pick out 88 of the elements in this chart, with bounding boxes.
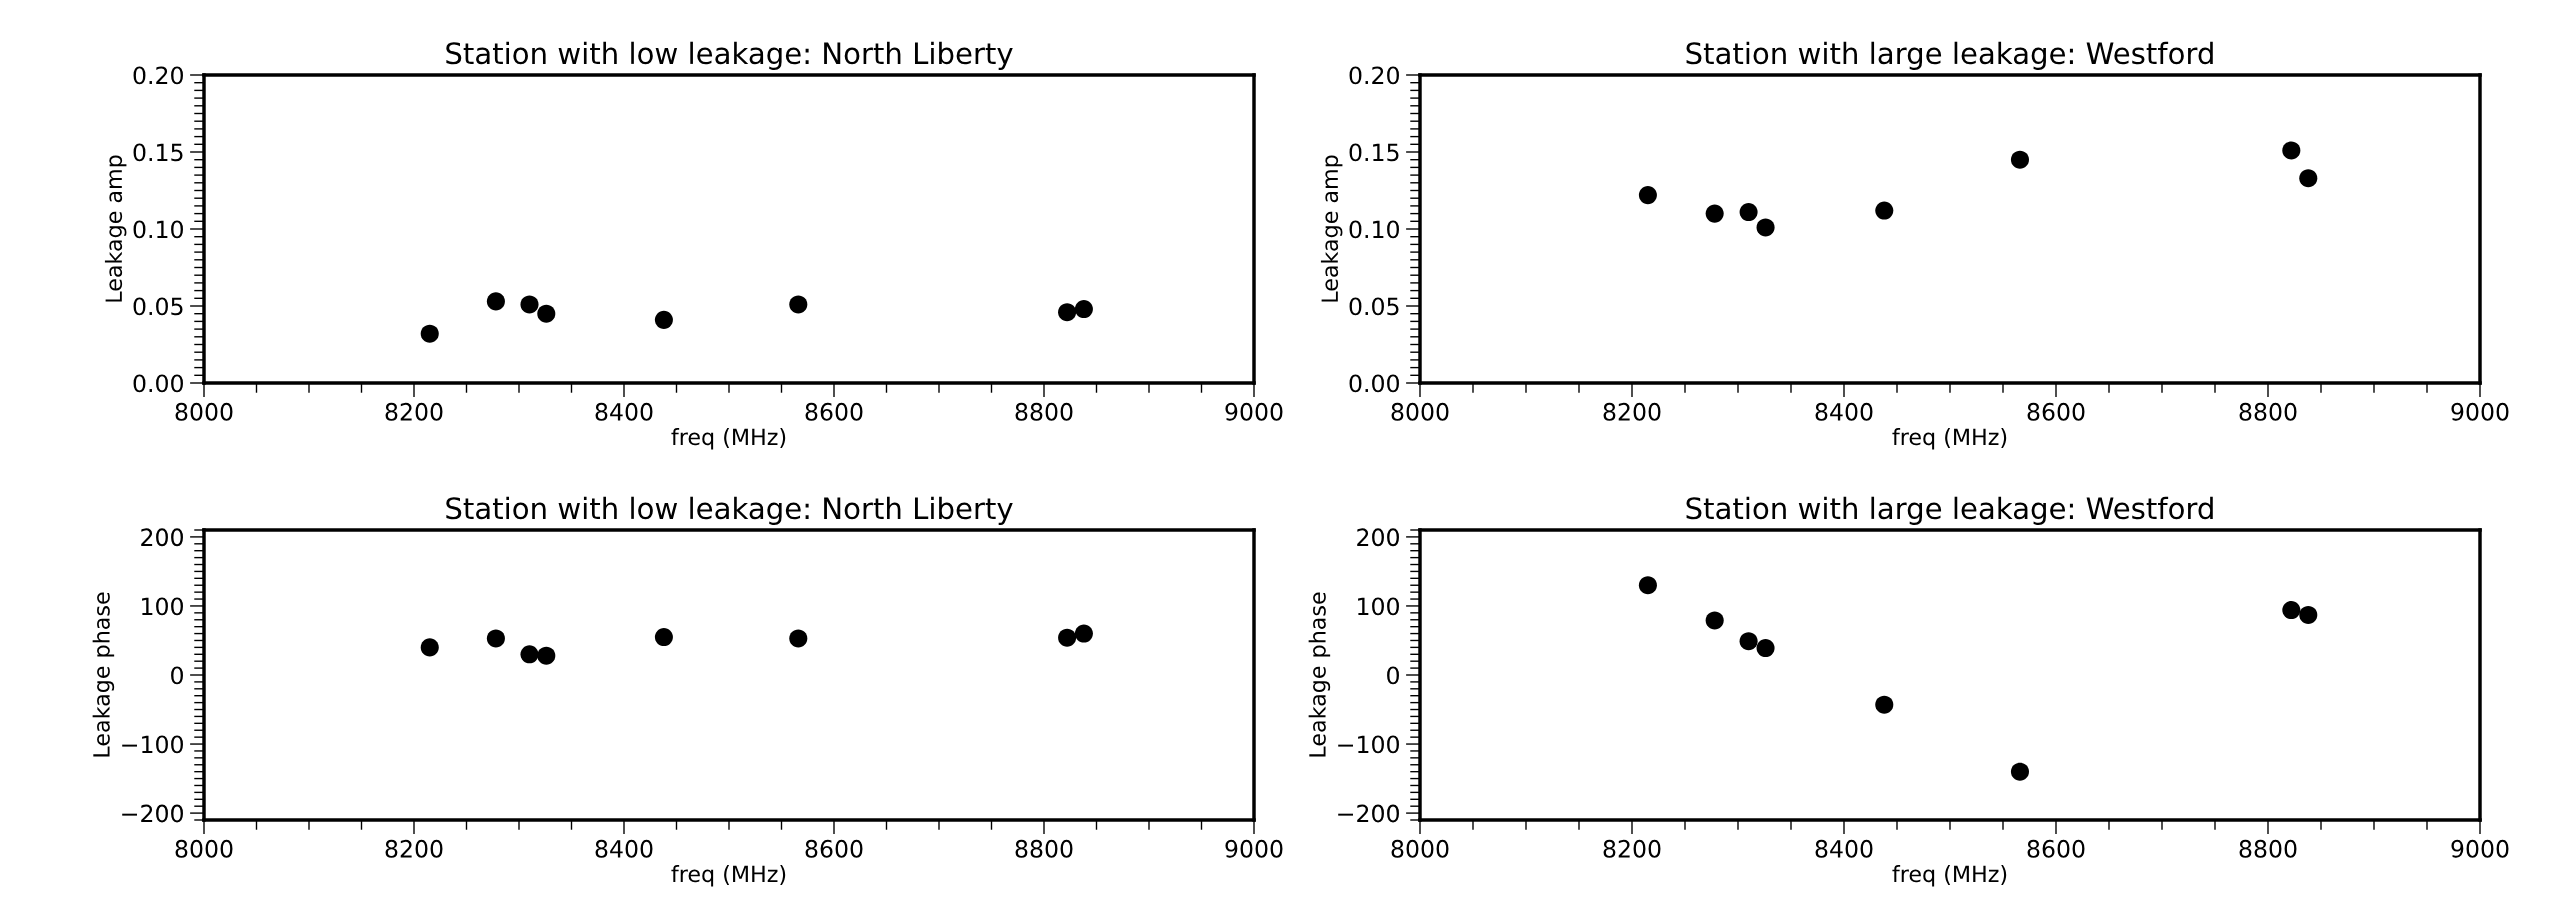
x-tick-label: 8800	[2239, 402, 2297, 421]
x-tick-label: 8600	[805, 402, 863, 421]
y-axis-title: Leakage phase	[92, 592, 115, 757]
point	[2299, 605, 2318, 624]
point	[420, 324, 439, 343]
point	[2010, 762, 2029, 781]
x-tick-label: 8600	[2027, 839, 2085, 858]
y-tick-label: 0.20	[133, 66, 183, 85]
x-axis-title: freq (MHz)	[1892, 865, 2007, 887]
x-axis-title: freq (MHz)	[1892, 428, 2007, 450]
x-tick-label: 8400	[595, 402, 653, 421]
point	[1739, 632, 1758, 651]
y-tick-label: −100	[122, 735, 183, 754]
x-tick-label: 8000	[175, 402, 233, 421]
chart-title: Station with large leakage: Westford	[1686, 41, 2213, 70]
y-tick-label: 0	[171, 666, 183, 685]
x-tick-label: 8600	[2027, 402, 2085, 421]
y-tick-label: 0	[1387, 666, 1399, 685]
point	[2299, 169, 2318, 188]
y-tick-label: 0.10	[1349, 220, 1399, 239]
point	[1058, 303, 1077, 322]
point	[1756, 639, 1775, 658]
y-axis-title: Leakage amp	[1320, 155, 1343, 302]
y-tick-label: −100	[1338, 735, 1399, 754]
x-tick-label: 9000	[2451, 402, 2509, 421]
x-axis-title: freq (MHz)	[671, 428, 786, 450]
point	[1058, 628, 1077, 647]
y-axis-title: Leakage phase	[1308, 592, 1331, 757]
point	[486, 629, 505, 648]
point	[2010, 150, 2029, 169]
x-tick-label: 8800	[1015, 402, 1073, 421]
point	[1705, 611, 1724, 630]
y-tick-label: 0.05	[133, 297, 183, 316]
y-tick-label: 0.20	[1349, 66, 1399, 85]
y-axis-title: Leakage amp	[104, 155, 127, 302]
y-tick-label: 0.15	[1349, 143, 1399, 162]
point	[1739, 203, 1758, 222]
point	[1638, 186, 1657, 205]
point	[789, 295, 808, 314]
y-tick-label: 0.05	[1349, 297, 1399, 316]
point	[1638, 576, 1657, 595]
x-tick-label: 8800	[1015, 839, 1073, 858]
x-tick-label: 8200	[385, 402, 443, 421]
point	[486, 292, 505, 311]
x-tick-label: 8600	[805, 839, 863, 858]
point	[789, 629, 808, 648]
x-tick-label: 8000	[1391, 402, 1449, 421]
point	[520, 295, 539, 314]
chart-title: Station with large leakage: Westford	[1686, 496, 2213, 525]
point	[2282, 601, 2301, 620]
x-tick-label: 8400	[1815, 839, 1873, 858]
point	[654, 628, 673, 647]
y-tick-label: 0.00	[133, 374, 183, 393]
y-tick-label: 0.15	[133, 143, 183, 162]
x-tick-label: 8200	[1603, 839, 1661, 858]
point	[420, 638, 439, 657]
x-tick-label: 9000	[2451, 839, 2509, 858]
x-tick-label: 8800	[2239, 839, 2297, 858]
point	[654, 310, 673, 329]
x-tick-label: 8400	[595, 839, 653, 858]
point	[2282, 141, 2301, 160]
x-tick-label: 9000	[1225, 402, 1283, 421]
y-tick-label: 0.00	[1349, 374, 1399, 393]
point	[537, 304, 556, 323]
chart-title: Station with low leakage: North Liberty	[446, 496, 1013, 525]
y-tick-label: −200	[1338, 804, 1399, 823]
point	[1074, 624, 1093, 643]
chart-title: Station with low leakage: North Liberty	[446, 41, 1013, 70]
x-tick-label: 8000	[175, 839, 233, 858]
y-tick-label: 200	[141, 528, 183, 547]
point	[1074, 300, 1093, 319]
point	[537, 646, 556, 665]
point	[1756, 218, 1775, 237]
x-tick-label: 8200	[385, 839, 443, 858]
point	[1875, 695, 1894, 714]
y-tick-label: −200	[122, 804, 183, 823]
x-tick-label: 8000	[1391, 839, 1449, 858]
x-tick-label: 9000	[1225, 839, 1283, 858]
point	[520, 645, 539, 664]
point	[1875, 201, 1894, 220]
x-axis-title: freq (MHz)	[671, 865, 786, 887]
y-tick-label: 100	[142, 597, 183, 616]
x-tick-label: 8400	[1815, 402, 1873, 421]
y-tick-label: 100	[1358, 597, 1399, 616]
x-tick-label: 8200	[1603, 402, 1661, 421]
y-tick-label: 0.10	[133, 220, 183, 239]
point	[1705, 204, 1724, 223]
y-tick-label: 200	[1357, 528, 1399, 547]
